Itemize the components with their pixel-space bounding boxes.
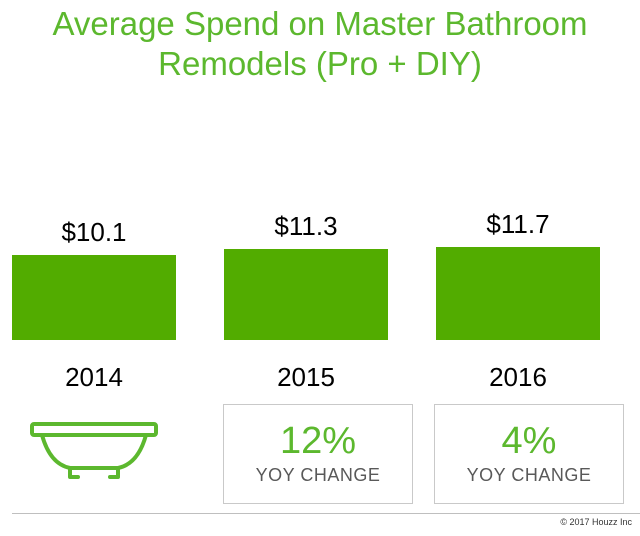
bathtub-icon [30,422,158,479]
bar-value-label-2015: $11.3 [274,210,338,241]
yoy-label-2015: YOY CHANGE [255,465,381,485]
yoy-box-2016: 4% YOY CHANGE [434,404,624,504]
bar-value-label-2016: $11.7 [486,208,550,239]
yoy-percent-2016: 4% [501,420,557,462]
bar-2015 [224,248,388,340]
bar-2016 [436,246,600,340]
chart-title-line-2: Remodels (Pro + DIY) [158,45,482,82]
yoy-percent-2015: 12% [279,420,357,462]
category-label-2016: 2016 [489,362,547,392]
chart-title: Average Spend on Master Bathroom Remodel… [0,4,640,84]
footer-divider [12,513,640,514]
yoy-label-2016: YOY CHANGE [466,465,592,485]
copyright-text: © 2017 Houzz Inc [560,517,632,527]
bar-value-label-2014: $10.1 [61,217,127,248]
yoy-box-2015: 12% YOY CHANGE [223,404,413,504]
category-label-2015: 2015 [277,362,335,392]
category-label-2014: 2014 [65,362,123,392]
chart-title-line-1: Average Spend on Master Bathroom [52,5,588,42]
bar-2014 [12,255,176,340]
